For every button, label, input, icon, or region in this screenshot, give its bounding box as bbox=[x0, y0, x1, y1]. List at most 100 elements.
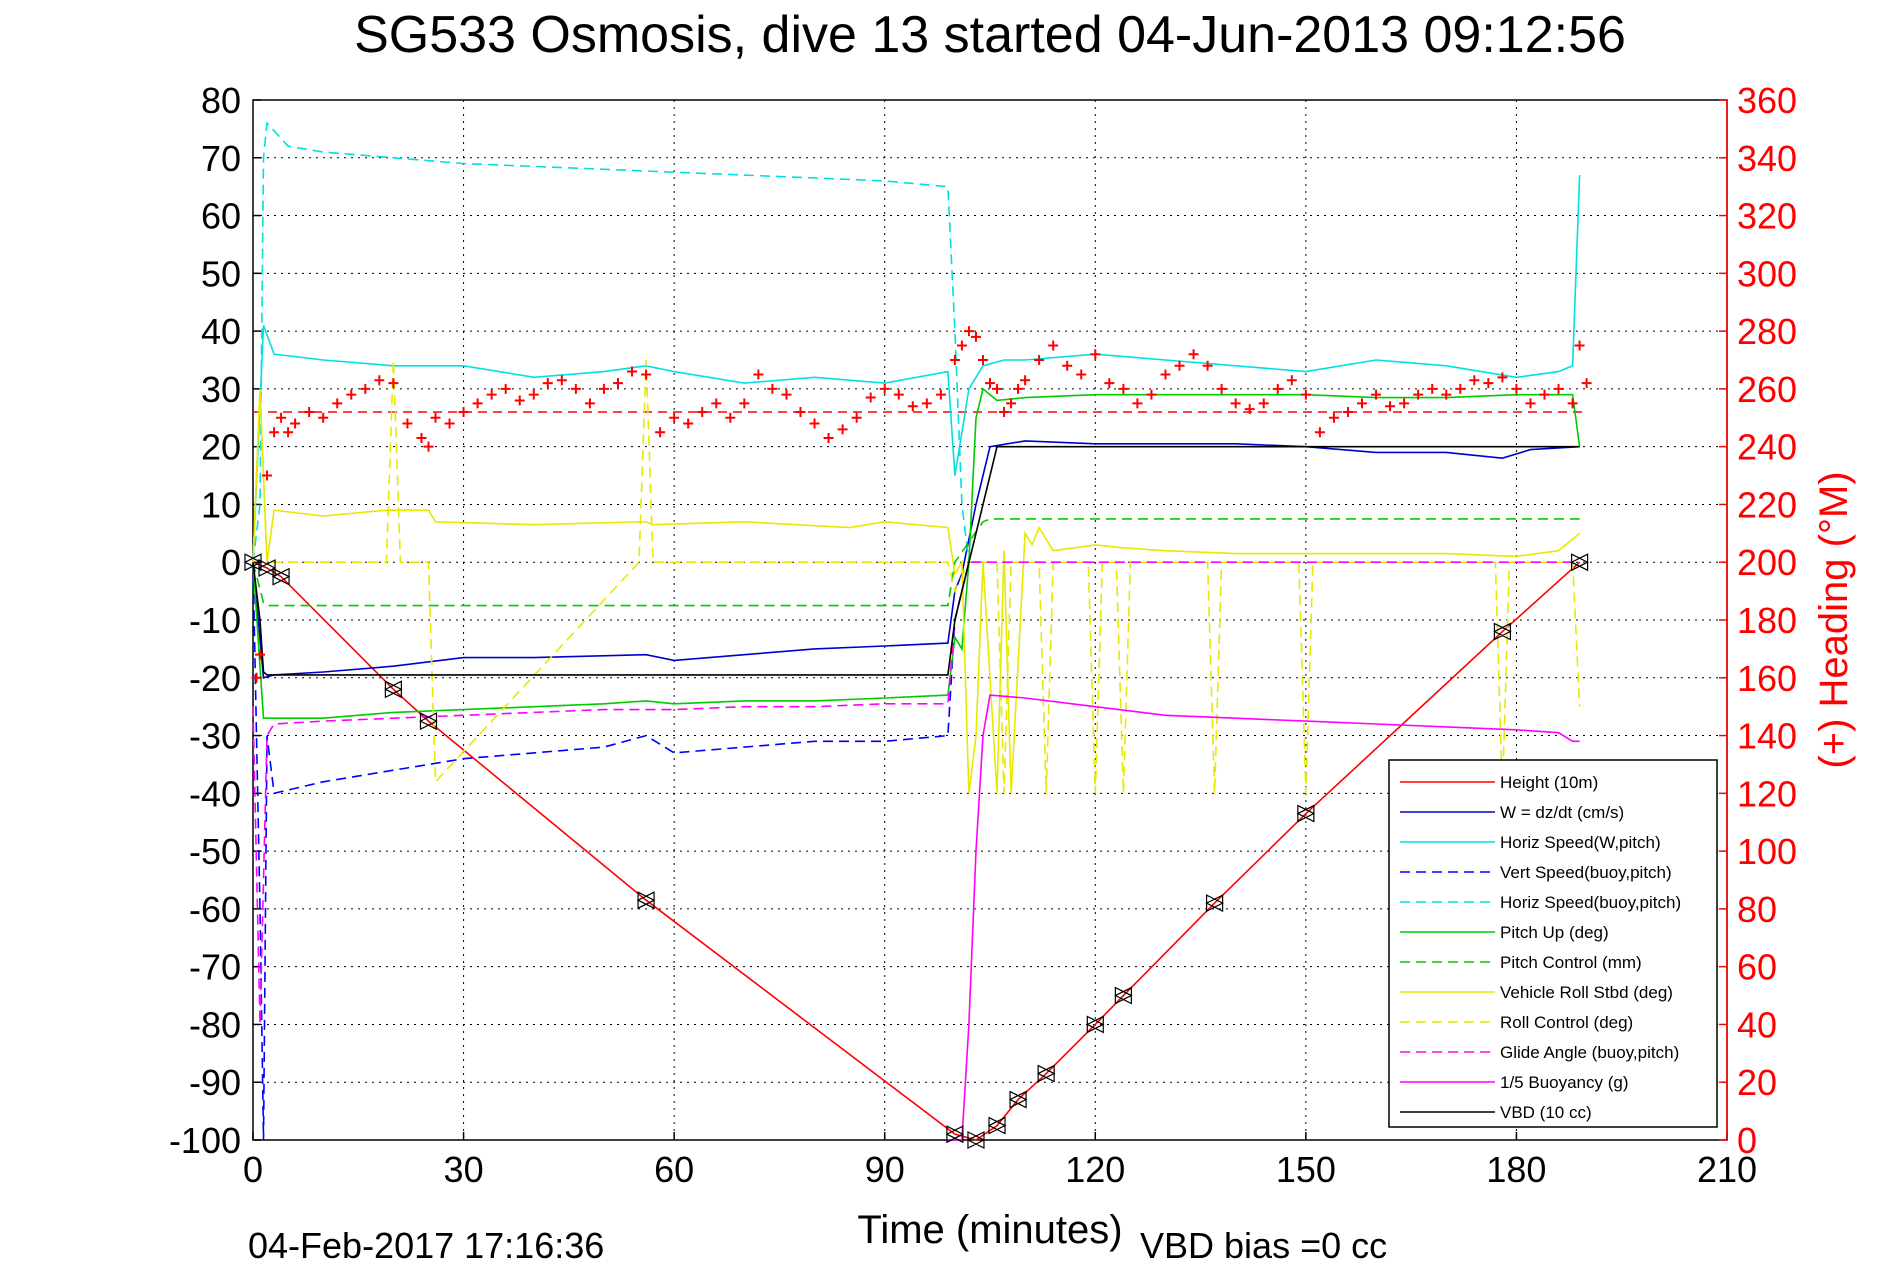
y-left-tick-label: 60 bbox=[201, 196, 241, 237]
y-left-tick-label: -70 bbox=[189, 947, 241, 988]
heading-point bbox=[970, 331, 981, 342]
heading-point bbox=[332, 398, 343, 409]
heading-point bbox=[402, 418, 413, 429]
heading-point bbox=[977, 355, 988, 365]
heading-point bbox=[1328, 412, 1339, 423]
heading-point bbox=[472, 398, 483, 409]
heading-point bbox=[956, 340, 967, 351]
heading-point bbox=[1539, 389, 1550, 400]
heading-point bbox=[542, 378, 553, 389]
heading-point bbox=[1574, 340, 1585, 351]
heading-point bbox=[1525, 398, 1536, 409]
series-glide-angle-buoy-pitch bbox=[252, 561, 1580, 1025]
heading-point bbox=[360, 383, 371, 394]
heading-point bbox=[1020, 375, 1031, 386]
heading-point bbox=[486, 389, 497, 400]
heading-point bbox=[500, 383, 511, 394]
heading-point bbox=[388, 378, 399, 389]
y-right-tick-label: 300 bbox=[1737, 253, 1797, 294]
heading-point bbox=[1160, 369, 1171, 380]
y-axis-right-label: (+) Heading (°M) bbox=[1812, 471, 1856, 768]
heading-point bbox=[1132, 398, 1143, 409]
heading-point bbox=[795, 407, 806, 417]
heading-point bbox=[1399, 398, 1410, 409]
heading-point bbox=[767, 383, 778, 394]
x-tick-label: 180 bbox=[1486, 1149, 1546, 1190]
x-axis-ticks: 0 30 60 90 120 150 180 210 bbox=[243, 1132, 1757, 1190]
heading-point bbox=[1441, 389, 1452, 400]
heading-point bbox=[949, 355, 960, 365]
heading-point bbox=[1497, 372, 1508, 383]
heading-point bbox=[269, 427, 280, 438]
heading-point bbox=[1048, 340, 1059, 351]
heading-point bbox=[837, 424, 848, 435]
x-tick-label: 30 bbox=[444, 1149, 484, 1190]
heading-point bbox=[556, 375, 567, 386]
height-marker bbox=[271, 567, 291, 586]
y-right-tick-label: 120 bbox=[1737, 773, 1797, 814]
heading-point bbox=[1371, 389, 1382, 400]
heading-point bbox=[1104, 378, 1115, 389]
series-1-5-buoyancy-g bbox=[947, 694, 1580, 1141]
heading-point bbox=[809, 418, 820, 429]
heading-point bbox=[1062, 360, 1073, 371]
y-left-tick-label: 0 bbox=[221, 542, 241, 583]
legend-items: Height (10m) W = dz/dt (cm/s) Horiz Speed(… bbox=[1400, 773, 1681, 1122]
y-axis-right-ticks: 3603403203002802602402202001801601401201… bbox=[1719, 80, 1797, 1161]
heading-point bbox=[1511, 383, 1522, 394]
heading-point bbox=[1342, 407, 1353, 417]
y-axis-left-ticks: 80 70 60 50 40 30 20 10 0 -10 -20 -30 -40 -50 -60 -70 -8… bbox=[169, 80, 261, 1161]
heading-point bbox=[458, 407, 469, 417]
heading-point bbox=[374, 375, 385, 386]
height-marker bbox=[987, 1116, 1007, 1135]
heading-point bbox=[290, 418, 301, 429]
height-marker bbox=[945, 1125, 965, 1144]
legend-label: Pitch Control (mm) bbox=[1500, 953, 1642, 972]
legend-label: VBD (10 cc) bbox=[1500, 1103, 1592, 1122]
heading-point bbox=[851, 412, 862, 423]
heading-point bbox=[276, 412, 287, 423]
y-left-tick-label: 10 bbox=[201, 484, 241, 525]
y-left-tick-label: -90 bbox=[189, 1062, 241, 1103]
x-tick-label: 210 bbox=[1697, 1149, 1757, 1190]
heading-point bbox=[935, 389, 946, 400]
heading-point bbox=[598, 383, 609, 394]
series-height-10m bbox=[252, 561, 1581, 1141]
heading-point bbox=[669, 412, 680, 423]
height-marker bbox=[1036, 1064, 1056, 1083]
legend-label: Vehicle Roll Stbd (deg) bbox=[1500, 983, 1673, 1002]
y-left-tick-label: 40 bbox=[201, 311, 241, 352]
y-right-tick-label: 160 bbox=[1737, 658, 1797, 699]
heading-point bbox=[1567, 398, 1578, 409]
y-left-tick-label: -80 bbox=[189, 1004, 241, 1045]
heading-point bbox=[985, 378, 995, 389]
height-marker bbox=[257, 559, 277, 577]
heading-point bbox=[283, 427, 294, 438]
heading-point bbox=[1455, 383, 1466, 394]
heading-point bbox=[1357, 398, 1368, 409]
grid-lines bbox=[253, 100, 1727, 1140]
y-right-tick-label: 320 bbox=[1737, 196, 1797, 237]
heading-point bbox=[627, 366, 638, 377]
heading-point bbox=[753, 369, 764, 380]
y-right-tick-label: 180 bbox=[1737, 600, 1797, 641]
heading-point bbox=[1258, 398, 1269, 409]
heading-point bbox=[641, 369, 652, 380]
heading-point bbox=[963, 326, 974, 337]
heading-point bbox=[921, 398, 932, 409]
heading-point bbox=[1314, 427, 1325, 438]
y-right-tick-label: 200 bbox=[1737, 542, 1797, 583]
legend-label: Vert Speed(buoy,pitch) bbox=[1500, 863, 1672, 882]
y-left-tick-label: 50 bbox=[201, 253, 241, 294]
y-left-tick-label: -60 bbox=[189, 889, 241, 930]
heading-point bbox=[893, 389, 904, 400]
legend: Height (10m) W = dz/dt (cm/s) Horiz Speed(… bbox=[1388, 759, 1718, 1128]
height-triangle-markers bbox=[243, 553, 1589, 1149]
heading-point bbox=[346, 389, 357, 400]
heading-point bbox=[1090, 349, 1101, 360]
legend-label: Pitch Up (deg) bbox=[1500, 923, 1609, 942]
footer-date: 04-Feb-2017 17:16:36 bbox=[248, 1225, 604, 1262]
heading-point bbox=[262, 470, 273, 481]
x-tick-label: 120 bbox=[1065, 1149, 1125, 1190]
